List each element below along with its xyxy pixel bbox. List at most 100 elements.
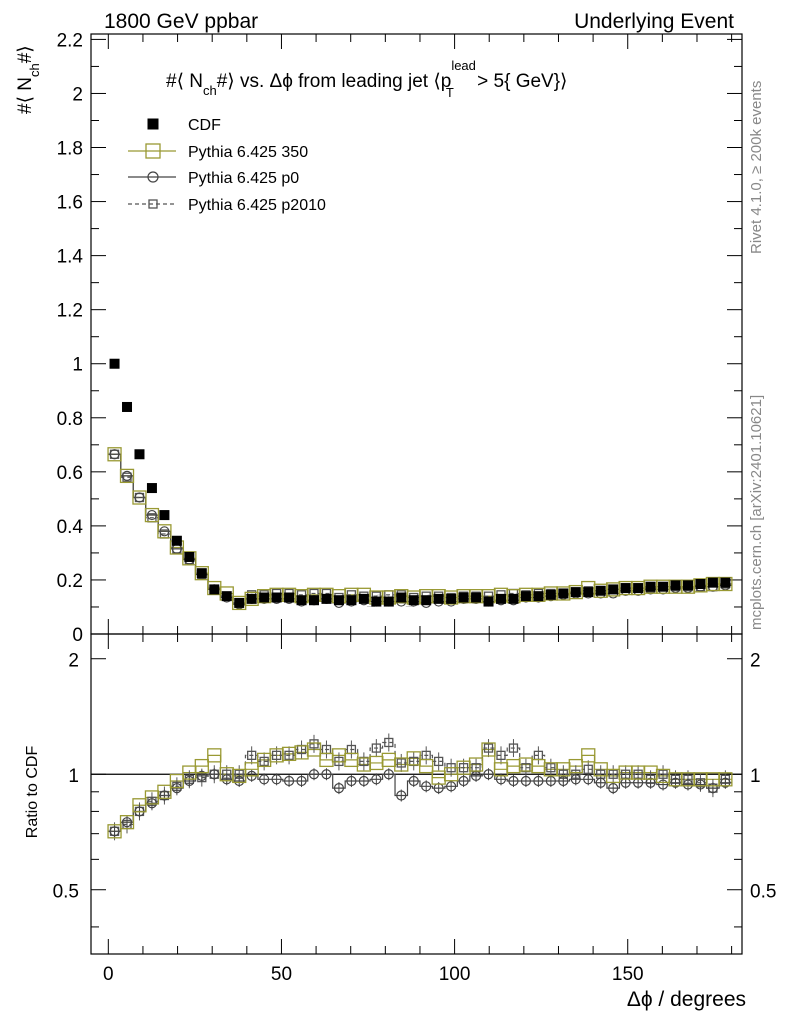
ratio-p2010-point: [259, 756, 269, 767]
ratio-350-point: [481, 742, 496, 757]
ratio-series-layer: [107, 733, 733, 841]
cdf-point: [545, 589, 556, 600]
350-point: [144, 507, 160, 523]
ratio-p0-point: [196, 770, 207, 782]
ratio-p0-point: [508, 775, 519, 787]
main-y-tick-label: 0.4: [57, 517, 84, 538]
ratio-350-point: [132, 798, 147, 813]
350-point: [194, 566, 209, 581]
mcplots-label: mcplots.cern.ch [arXiv:2401.10621]: [748, 395, 765, 630]
ratio-p0-point: [346, 775, 357, 787]
cdf-point: [570, 587, 581, 598]
ratio-p2010-point: [521, 763, 531, 773]
ratio-p0-point: [608, 783, 619, 794]
ratio-p0-point: [421, 781, 432, 792]
p0-point: [109, 449, 120, 460]
main-y-tick-label: 1.8: [57, 139, 83, 160]
ratio-p2010-point: [608, 769, 618, 779]
title-part-1: #⟨ N: [166, 71, 203, 92]
ratio-y-tick-label: 1: [68, 766, 79, 787]
ratio-p0-point: [221, 774, 232, 785]
ratio-y-axis: 0.5 0.5 1 1 2 2: [53, 651, 776, 928]
cdf-point: [358, 593, 369, 604]
legend: CDF Pythia 6.425 350 Pythia 6.425 p0 Pythia…: [128, 117, 326, 214]
ratio-p0-point: [209, 769, 220, 780]
ratio-350-point: [468, 757, 484, 772]
cdf-point: [371, 596, 382, 607]
ratio-p0-point: [146, 798, 158, 809]
ratio-p0-point: [383, 769, 394, 780]
cdf-point: [670, 580, 681, 591]
ratio-p0-point: [595, 777, 606, 788]
x-tick-label: 50: [271, 964, 292, 985]
ratio-350-point: [107, 824, 122, 839]
cdf-point: [446, 593, 457, 604]
main-y-tick-label: 0.2: [57, 571, 83, 592]
ratio-350-point: [581, 748, 596, 763]
ratio-p0-point: [308, 769, 320, 780]
p0-point: [146, 509, 158, 521]
ratio-p2010-point: [396, 758, 406, 768]
ratio-p2010-point: [483, 743, 494, 753]
ratio-p0-point: [234, 775, 245, 787]
cdf-point: [259, 592, 270, 603]
energy-label: 1800 GeV ppbar: [104, 10, 258, 33]
main-y-tick-label: 1.6: [57, 193, 83, 214]
ratio-p0-point: [657, 779, 669, 790]
ratio-y-tick-label-right: 1: [750, 766, 761, 787]
cdf-point: [583, 587, 594, 598]
ratio-p2010-point: [496, 750, 506, 760]
plot-title: #⟨ Nch#⟩ vs. Δϕ from leading jet ⟨plead T…: [166, 58, 567, 100]
cdf-point: [309, 595, 320, 606]
cdf-point: [720, 577, 731, 588]
ratio-350-point: [718, 772, 733, 787]
ratio-p2010-point: [247, 750, 257, 760]
ratio-p2010-point: [458, 763, 469, 773]
ratio-p0-point: [109, 826, 120, 837]
main-y-axis: 0 0.2 0.4 0.6 0.8 1 1.2 1.4 1.6 1.8 2 2.2: [57, 30, 742, 646]
350-point: [182, 551, 197, 566]
cdf-point: [109, 358, 120, 369]
cdf-point: [608, 584, 619, 595]
ratio-p2010-point: [384, 737, 394, 748]
ratio-plot-frame: [90, 633, 743, 955]
ratio-p2010-point: [309, 739, 319, 749]
cdf-point: [146, 483, 157, 494]
p0-point: [121, 470, 133, 481]
main-y-tick-label: 0: [72, 625, 83, 646]
ratio-p0-point: [271, 774, 282, 785]
ratio-p0-point: [670, 777, 681, 788]
x-axis: 0 50 100 150: [103, 34, 733, 985]
ratio-y-label: Ratio to CDF: [24, 746, 41, 839]
ylabel-part-2: #⟩: [15, 45, 36, 63]
350-point: [718, 576, 733, 592]
main-y-tick-label: 0.8: [57, 409, 83, 430]
main-y-tick-label: 2: [72, 84, 83, 105]
legend-350-marker: [145, 143, 161, 159]
main-y-tick-label: 1.4: [57, 247, 84, 268]
rivet-version-label: Rivet 4.1.0, ≥ 200k events: [748, 81, 765, 254]
cdf-point: [595, 585, 606, 596]
cdf-point: [682, 580, 693, 591]
title-sub-t: T: [446, 85, 454, 100]
ratio-p0-point: [570, 774, 581, 785]
cdf-point: [296, 595, 307, 606]
cdf-point: [234, 597, 245, 608]
cdf-point: [633, 583, 644, 594]
cdf-point: [471, 592, 482, 603]
p0-point: [134, 492, 145, 503]
ylabel-part-1: #⟨ N: [15, 77, 36, 114]
title-sub-ch: ch: [203, 83, 217, 98]
ratio-p0-point: [184, 775, 195, 787]
ratio-p0-point: [458, 775, 469, 787]
ratio-p0-point: [371, 774, 382, 785]
ratio-350-point: [406, 751, 421, 766]
main-series-layer: [107, 358, 733, 611]
cdf-point: [383, 596, 394, 607]
cdf-point: [159, 510, 170, 521]
ratio-p2010-point: [546, 763, 556, 773]
ratio-p2010-point: [371, 743, 381, 753]
cdf-point: [396, 592, 407, 603]
ratio-p0-point: [121, 817, 133, 828]
